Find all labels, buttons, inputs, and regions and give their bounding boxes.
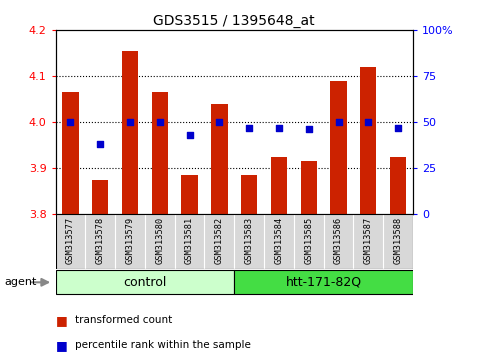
Bar bbox=[234, 270, 413, 294]
Text: GSM313586: GSM313586 bbox=[334, 217, 343, 264]
Text: GSM313587: GSM313587 bbox=[364, 217, 373, 264]
Text: GSM313588: GSM313588 bbox=[394, 217, 402, 264]
Bar bbox=[122, 51, 138, 214]
Bar bbox=[300, 161, 317, 214]
Point bbox=[126, 119, 134, 125]
Text: agent: agent bbox=[5, 277, 37, 287]
Text: ■: ■ bbox=[56, 314, 67, 327]
Point bbox=[275, 125, 283, 131]
Point bbox=[185, 132, 193, 138]
Point bbox=[305, 127, 313, 132]
Point bbox=[245, 125, 253, 131]
Text: GSM313580: GSM313580 bbox=[156, 217, 164, 264]
Point bbox=[67, 119, 74, 125]
Bar bbox=[241, 175, 257, 214]
Point bbox=[335, 119, 342, 125]
Bar bbox=[182, 175, 198, 214]
Text: GSM313584: GSM313584 bbox=[274, 217, 284, 264]
Text: percentile rank within the sample: percentile rank within the sample bbox=[75, 340, 251, 350]
Bar bbox=[211, 104, 227, 214]
Text: GSM313583: GSM313583 bbox=[245, 217, 254, 264]
Text: GSM313579: GSM313579 bbox=[126, 217, 134, 264]
Text: htt-171-82Q: htt-171-82Q bbox=[285, 276, 362, 289]
Text: GSM313585: GSM313585 bbox=[304, 217, 313, 264]
Bar bbox=[390, 156, 406, 214]
Bar bbox=[152, 92, 168, 214]
Bar bbox=[330, 81, 347, 214]
Point bbox=[156, 119, 164, 125]
Text: GSM313578: GSM313578 bbox=[96, 217, 105, 264]
Text: ■: ■ bbox=[56, 339, 67, 352]
Bar bbox=[56, 270, 234, 294]
Bar bbox=[92, 179, 108, 214]
Point bbox=[215, 119, 223, 125]
Text: transformed count: transformed count bbox=[75, 315, 172, 325]
Point bbox=[97, 141, 104, 147]
Bar bbox=[62, 92, 79, 214]
Text: GSM313581: GSM313581 bbox=[185, 217, 194, 264]
Point bbox=[364, 119, 372, 125]
Text: GSM313577: GSM313577 bbox=[66, 217, 75, 264]
Text: GDS3515 / 1395648_at: GDS3515 / 1395648_at bbox=[154, 14, 315, 28]
Text: GSM313582: GSM313582 bbox=[215, 217, 224, 264]
Bar bbox=[271, 156, 287, 214]
Text: control: control bbox=[123, 276, 167, 289]
Point bbox=[394, 125, 402, 131]
Bar bbox=[360, 67, 376, 214]
